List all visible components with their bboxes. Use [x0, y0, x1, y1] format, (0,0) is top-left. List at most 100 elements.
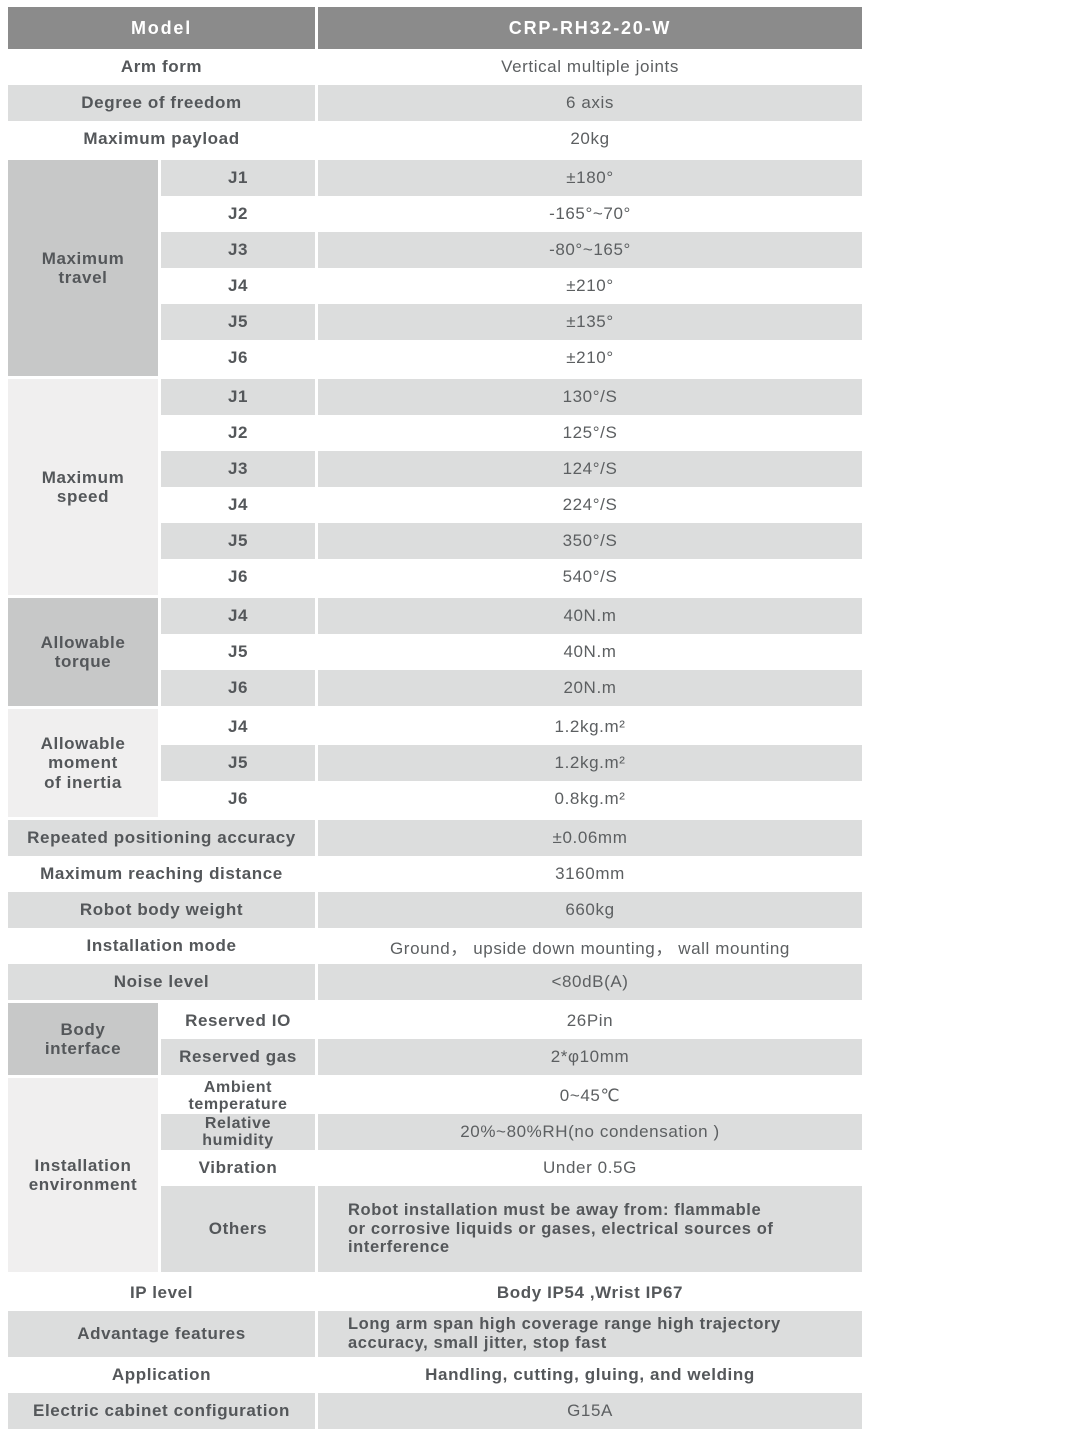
inertia-j5-label: J5	[161, 745, 315, 781]
row-others: Others Robot installation must be away f…	[161, 1186, 862, 1272]
vibration-label: Vibration	[161, 1150, 315, 1186]
travel-j6-value: ±210°	[318, 340, 862, 376]
row-electric-cabinet-configuration: Electric cabinet configuration G15A	[8, 1393, 862, 1429]
row-degree-of-freedom: Degree of freedom 6 axis	[8, 85, 862, 121]
electric-cabinet-configuration-value: G15A	[318, 1393, 862, 1429]
travel-j1-value: ±180°	[318, 160, 862, 196]
application-label: Application	[8, 1357, 315, 1393]
ip-level-label: IP level	[8, 1275, 315, 1311]
arm-form-label: Arm form	[8, 49, 315, 85]
travel-j4-value: ±210°	[318, 268, 862, 304]
relative-humidity-label: Relative humidity	[161, 1114, 315, 1150]
maximum-reaching-distance-value: 3160mm	[318, 856, 862, 892]
speed-j3-value: 124°/S	[318, 451, 862, 487]
speed-row-j4: J4 224°/S	[161, 487, 862, 523]
travel-j6-label: J6	[161, 340, 315, 376]
maximum-speed-label: Maximum speed	[8, 379, 158, 595]
row-advantage-features: Advantage features Long arm span high co…	[8, 1311, 862, 1357]
torque-j4-value: 40N.m	[318, 598, 862, 634]
row-arm-form: Arm form Vertical multiple joints	[8, 49, 862, 85]
model-header-value: CRP-RH32-20-W	[318, 7, 862, 49]
electric-cabinet-configuration-label: Electric cabinet configuration	[8, 1393, 315, 1429]
row-robot-body-weight: Robot body weight 660kg	[8, 892, 862, 928]
installation-environment-section: Installation environment Ambient tempera…	[8, 1078, 862, 1272]
travel-j1-label: J1	[161, 160, 315, 196]
travel-row-j2: J2 -165°~70°	[161, 196, 862, 232]
maximum-travel-label: Maximum travel	[8, 160, 158, 376]
maximum-speed-section: Maximum speed J1 130°/S J2 125°/S J3 124…	[8, 379, 862, 595]
speed-j5-label: J5	[161, 523, 315, 559]
speed-j3-label: J3	[161, 451, 315, 487]
speed-j6-label: J6	[161, 559, 315, 595]
inertia-row-j6: J6 0.8kg.m²	[161, 781, 862, 817]
speed-j1-value: 130°/S	[318, 379, 862, 415]
travel-j2-label: J2	[161, 196, 315, 232]
model-header-label: Model	[8, 7, 315, 49]
speed-j2-label: J2	[161, 415, 315, 451]
travel-row-j4: J4 ±210°	[161, 268, 862, 304]
header-row: Model CRP-RH32-20-W	[8, 7, 862, 49]
others-value: Robot installation must be away from: fl…	[318, 1186, 862, 1272]
spec-table: Model CRP-RH32-20-W Arm form Vertical mu…	[8, 7, 862, 1429]
row-application: Application Handling, cutting, gluing, a…	[8, 1357, 862, 1393]
inertia-j4-value: 1.2kg.m²	[318, 709, 862, 745]
relative-humidity-value: 20%~80%RH(no condensation )	[318, 1114, 862, 1150]
speed-j4-value: 224°/S	[318, 487, 862, 523]
noise-level-label: Noise level	[8, 964, 315, 1000]
reserved-io-value: 26Pin	[318, 1003, 862, 1039]
installation-mode-value: Ground， upside down mounting， wall mount…	[318, 928, 862, 964]
inertia-row-j5: J5 1.2kg.m²	[161, 745, 862, 781]
repeated-positioning-accuracy-label: Repeated positioning accuracy	[8, 820, 315, 856]
torque-j4-label: J4	[161, 598, 315, 634]
torque-j6-value: 20N.m	[318, 670, 862, 706]
arm-form-value: Vertical multiple joints	[318, 49, 862, 85]
travel-row-j6: J6 ±210°	[161, 340, 862, 376]
travel-j2-value: -165°~70°	[318, 196, 862, 232]
speed-row-j2: J2 125°/S	[161, 415, 862, 451]
speed-row-j6: J6 540°/S	[161, 559, 862, 595]
application-value: Handling, cutting, gluing, and welding	[318, 1357, 862, 1393]
row-vibration: Vibration Under 0.5G	[161, 1150, 862, 1186]
vibration-value: Under 0.5G	[318, 1150, 862, 1186]
allowable-inertia-section: Allowable moment of inertia J4 1.2kg.m² …	[8, 709, 862, 817]
inertia-j4-label: J4	[161, 709, 315, 745]
row-ip-level: IP level Body IP54 ,Wrist IP67	[8, 1275, 862, 1311]
travel-j3-label: J3	[161, 232, 315, 268]
inertia-j5-value: 1.2kg.m²	[318, 745, 862, 781]
maximum-payload-value: 20kg	[318, 121, 862, 157]
repeated-positioning-accuracy-value: ±0.06mm	[318, 820, 862, 856]
inertia-j6-value: 0.8kg.m²	[318, 781, 862, 817]
torque-row-j5: J5 40N.m	[161, 634, 862, 670]
row-reserved-io: Reserved IO 26Pin	[161, 1003, 862, 1039]
allowable-inertia-label: Allowable moment of inertia	[8, 709, 158, 817]
noise-level-value: <80dB(A)	[318, 964, 862, 1000]
maximum-reaching-distance-label: Maximum reaching distance	[8, 856, 315, 892]
speed-j6-value: 540°/S	[318, 559, 862, 595]
row-maximum-reaching-distance: Maximum reaching distance 3160mm	[8, 856, 862, 892]
travel-row-j3: J3 -80°~165°	[161, 232, 862, 268]
degree-of-freedom-label: Degree of freedom	[8, 85, 315, 121]
allowable-torque-label: Allowable torque	[8, 598, 158, 706]
travel-j3-value: -80°~165°	[318, 232, 862, 268]
torque-row-j6: J6 20N.m	[161, 670, 862, 706]
travel-row-j1: J1 ±180°	[161, 160, 862, 196]
row-repeated-positioning-accuracy: Repeated positioning accuracy ±0.06mm	[8, 820, 862, 856]
body-interface-section: Body interface Reserved IO 26Pin Reserve…	[8, 1003, 862, 1075]
body-interface-label: Body interface	[8, 1003, 158, 1075]
travel-j4-label: J4	[161, 268, 315, 304]
speed-row-j5: J5 350°/S	[161, 523, 862, 559]
ambient-temperature-label: Ambient temperature	[161, 1078, 315, 1114]
installation-environment-label: Installation environment	[8, 1078, 158, 1272]
robot-body-weight-label: Robot body weight	[8, 892, 315, 928]
torque-row-j4: J4 40N.m	[161, 598, 862, 634]
travel-j5-label: J5	[161, 304, 315, 340]
row-noise-level: Noise level <80dB(A)	[8, 964, 862, 1000]
reserved-gas-label: Reserved gas	[161, 1039, 315, 1075]
speed-row-j3: J3 124°/S	[161, 451, 862, 487]
row-reserved-gas: Reserved gas 2*φ10mm	[161, 1039, 862, 1075]
torque-j5-value: 40N.m	[318, 634, 862, 670]
ip-level-value: Body IP54 ,Wrist IP67	[318, 1275, 862, 1311]
inertia-j6-label: J6	[161, 781, 315, 817]
inertia-row-j4: J4 1.2kg.m²	[161, 709, 862, 745]
installation-mode-label: Installation mode	[8, 928, 315, 964]
